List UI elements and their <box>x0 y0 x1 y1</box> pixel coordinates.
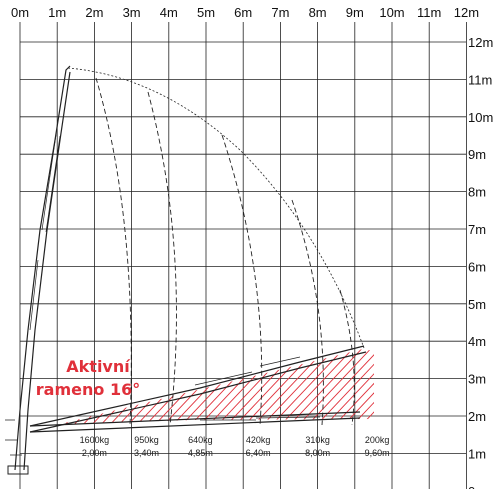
y-tick-label: 11m <box>468 72 492 87</box>
hatch-stripe <box>150 340 235 430</box>
reach-value: 9,60m <box>365 448 390 458</box>
reach-value: 3,40m <box>134 448 159 458</box>
y-tick-label: 4m <box>468 334 486 349</box>
y-tick-label: 12m <box>468 35 493 50</box>
hatch-stripe <box>276 340 361 430</box>
x-tick-label: 4m <box>160 5 178 20</box>
hatch-stripe <box>0 340 37 430</box>
x-tick-label: 2m <box>85 5 103 20</box>
y-tick-label: 9m <box>468 147 486 162</box>
y-tick-label: 2m <box>468 409 486 424</box>
load-labels: 1600kg 2,00m 950kg 3,40m 640kg 4,85m 420kg 6,40… <box>80 435 390 458</box>
load-value: 640kg <box>188 435 213 445</box>
hatch-stripe <box>159 340 244 430</box>
hatch-stripe <box>393 340 478 430</box>
hatch-stripe <box>330 340 415 430</box>
y-tick-label: 6m <box>468 259 486 274</box>
x-axis-labels: 0m 1m 2m 3m 4m 5m 6m 7m 8m 9m 10m 11m 12m <box>11 5 479 20</box>
hatch-stripe <box>303 340 388 430</box>
load-value: 420kg <box>246 435 271 445</box>
reach-value: 2,00m <box>82 448 107 458</box>
y-tick-label: 0m <box>468 484 486 489</box>
annotation-line-1: Aktivní <box>66 357 131 376</box>
x-tick-label: 6m <box>234 5 252 20</box>
hatch-stripe <box>285 340 370 430</box>
reach-value: 4,85m <box>188 448 213 458</box>
load-value: 200kg <box>365 435 390 445</box>
y-tick-label: 10m <box>468 110 493 125</box>
hatch-stripe <box>0 340 1 430</box>
x-tick-label: 10m <box>379 5 404 20</box>
hatch-stripe <box>339 340 424 430</box>
crane-boom-vertical <box>5 66 70 474</box>
hatch-stripe <box>294 340 379 430</box>
x-tick-label: 7m <box>271 5 289 20</box>
load-value: 950kg <box>134 435 159 445</box>
x-tick-label: 5m <box>197 5 215 20</box>
y-axis-labels: 12m 11m 10m 9m 8m 7m 6m 5m 4m 3m 2m 1m 0m <box>468 35 493 489</box>
reach-arc-2 <box>148 92 176 425</box>
hatch-stripe <box>267 340 352 430</box>
y-tick-label: 5m <box>468 297 486 312</box>
hatch-stripe <box>366 340 451 430</box>
reach-value: 6,40m <box>246 448 271 458</box>
annotation-line-2: rameno 16° <box>36 380 140 399</box>
hatch-stripe <box>132 340 217 430</box>
y-tick-label: 7m <box>468 222 486 237</box>
y-tick-label: 8m <box>468 185 486 200</box>
reach-value: 8,00m <box>305 448 330 458</box>
x-tick-label: 9m <box>346 5 364 20</box>
hatch-stripe <box>375 340 460 430</box>
load-value: 1600kg <box>80 435 110 445</box>
x-tick-label: 11m <box>417 5 441 20</box>
x-tick-label: 1m <box>48 5 66 20</box>
load-value: 310kg <box>305 435 330 445</box>
y-tick-label: 3m <box>468 372 486 387</box>
hatch-stripe <box>384 340 469 430</box>
hatch-stripe <box>258 340 343 430</box>
hatch-stripe <box>0 340 28 430</box>
hatch-stripe <box>0 340 10 430</box>
hatch-stripe <box>0 340 19 430</box>
x-tick-label: 0m <box>11 5 29 20</box>
outer-reach-limit <box>68 68 364 348</box>
x-tick-label: 8m <box>309 5 327 20</box>
x-tick-label: 3m <box>123 5 141 20</box>
reach-arc-3 <box>222 135 262 425</box>
y-tick-label: 1m <box>468 446 486 461</box>
x-tick-label: 12m <box>454 5 479 20</box>
